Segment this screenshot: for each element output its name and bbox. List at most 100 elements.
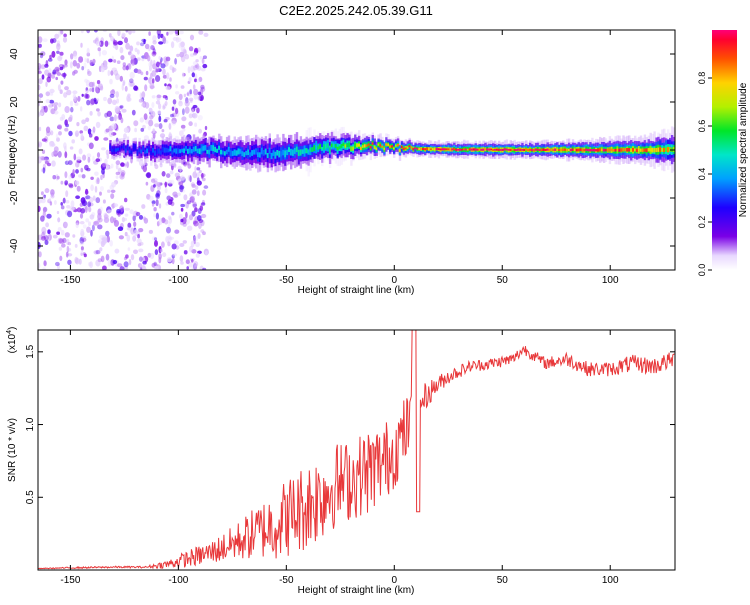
ridge-cell <box>393 147 396 150</box>
noise-speckle <box>58 64 65 69</box>
ridge-cell <box>356 143 359 148</box>
x-tick-label: 0 <box>392 275 398 286</box>
y-tick-label: 1.0 <box>25 417 36 431</box>
noise-speckle <box>64 171 68 179</box>
noise-speckle <box>172 99 177 105</box>
noise-speckle <box>72 93 77 100</box>
noise-speckle <box>164 83 167 87</box>
noise-speckle <box>117 40 123 46</box>
noise-speckle <box>172 191 178 197</box>
ridge-cell <box>618 148 621 152</box>
noise-speckle <box>98 49 102 57</box>
noise-speckle <box>79 240 85 245</box>
noise-speckle <box>80 245 84 252</box>
noise-speckle <box>42 207 47 213</box>
noise-speckle <box>129 81 135 87</box>
noise-speckle <box>94 185 98 193</box>
x-tick-label: -50 <box>279 575 294 586</box>
noise-speckle <box>58 102 62 108</box>
noise-speckle <box>154 249 159 256</box>
noise-speckle <box>129 45 134 52</box>
snr-y-scale-base: (x10 <box>7 333 18 353</box>
noise-speckle <box>162 105 166 110</box>
noise-speckle <box>100 174 103 181</box>
ridge-cell <box>140 149 143 154</box>
noise-speckle <box>194 78 197 83</box>
noise-speckle <box>172 67 177 72</box>
ridge-cell <box>231 150 235 157</box>
noise-speckle <box>43 235 49 241</box>
noise-speckle <box>203 185 209 189</box>
colorbar-tick-label: 0.8 <box>697 72 707 85</box>
noise-speckle <box>50 74 56 79</box>
noise-speckle <box>38 36 43 44</box>
noise-speckle <box>117 115 122 121</box>
ridge-cell <box>202 145 205 151</box>
noise-speckle <box>107 70 111 77</box>
noise-speckle <box>196 79 200 83</box>
ridge-cell <box>183 148 186 153</box>
noise-speckle <box>124 213 129 217</box>
noise-speckle <box>110 163 114 169</box>
ridge-cell <box>233 149 236 156</box>
y-tick-label: 1.5 <box>25 344 36 358</box>
noise-speckle <box>38 97 42 103</box>
noise-speckle <box>90 229 93 237</box>
noise-speckle <box>102 30 107 33</box>
ridge-cell <box>602 148 606 152</box>
noise-speckle <box>182 108 185 116</box>
noise-speckle <box>84 164 89 171</box>
noise-speckle <box>151 202 155 207</box>
noise-speckle <box>192 171 197 179</box>
noise-speckle <box>181 72 185 78</box>
noise-speckle <box>41 236 46 241</box>
noise-speckle <box>85 117 90 123</box>
noise-speckle <box>193 52 197 56</box>
noise-speckle <box>196 180 202 186</box>
noise-speckle <box>119 266 125 270</box>
ridge-cell <box>255 148 258 155</box>
ridge-cell <box>119 146 122 151</box>
noise-speckle <box>44 239 49 245</box>
ridge-cell <box>394 144 398 147</box>
ridge-cell <box>519 148 522 152</box>
noise-speckle <box>80 132 84 139</box>
noise-speckle <box>79 130 83 134</box>
noise-speckle <box>197 91 202 96</box>
noise-speckle <box>130 58 136 66</box>
ridge-cell <box>422 147 425 150</box>
noise-speckle <box>81 236 87 240</box>
noise-speckle <box>153 59 156 67</box>
noise-speckle <box>117 30 121 37</box>
ridge-cell <box>651 147 654 153</box>
noise-speckle <box>113 69 119 76</box>
noise-speckle <box>133 221 137 227</box>
noise-speckle <box>139 117 144 123</box>
noise-speckle <box>63 72 66 79</box>
noise-speckle <box>65 200 70 204</box>
noise-speckle <box>201 57 205 64</box>
noise-speckle <box>75 257 80 265</box>
noise-speckle <box>83 125 89 132</box>
noise-speckle <box>200 84 205 90</box>
noise-speckle <box>111 203 115 210</box>
noise-speckle <box>38 93 44 98</box>
noise-speckle <box>144 84 148 92</box>
noise-speckle <box>191 109 195 114</box>
noise-speckle <box>180 207 184 212</box>
noise-speckle <box>125 65 129 71</box>
noise-speckle <box>91 224 95 232</box>
noise-speckle <box>197 233 201 239</box>
noise-speckle <box>56 50 60 54</box>
noise-speckle <box>87 201 92 208</box>
noise-speckle <box>153 207 157 212</box>
ridge-cell <box>198 148 202 154</box>
noise-speckle <box>166 31 169 36</box>
colorbar-tick-label: 0.6 <box>697 120 707 133</box>
noise-speckle <box>68 183 74 187</box>
noise-speckle <box>151 95 156 99</box>
noise-speckle <box>76 62 81 69</box>
noise-speckle <box>199 56 203 60</box>
noise-speckle <box>89 88 93 92</box>
ridge-cell <box>311 147 314 152</box>
